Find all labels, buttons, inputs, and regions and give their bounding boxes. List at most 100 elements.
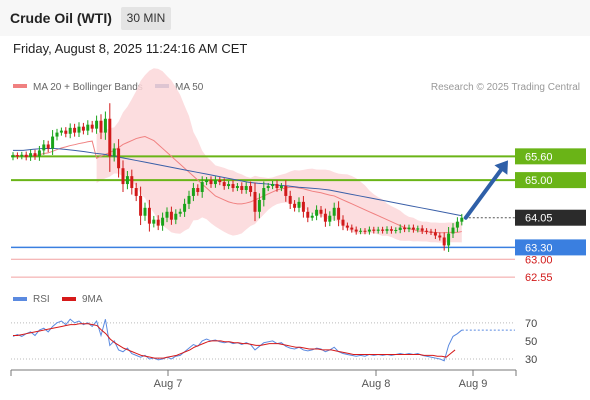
candle bbox=[257, 193, 261, 219]
candle bbox=[187, 190, 191, 209]
candle bbox=[46, 140, 50, 153]
candle bbox=[191, 182, 195, 202]
candle-body bbox=[310, 215, 314, 218]
candle-body bbox=[460, 217, 464, 222]
rsi-panel: 70 50 30 bbox=[11, 318, 537, 366]
candle-body bbox=[152, 219, 156, 224]
candle-body bbox=[178, 211, 182, 214]
candle-body bbox=[112, 148, 116, 157]
candle bbox=[213, 176, 217, 188]
candle-body bbox=[394, 229, 398, 231]
candle-body bbox=[15, 155, 19, 157]
candle bbox=[139, 186, 143, 226]
candle bbox=[389, 226, 393, 234]
candle bbox=[253, 182, 257, 222]
candle-body bbox=[249, 186, 253, 192]
candle bbox=[134, 182, 138, 202]
candle bbox=[196, 184, 200, 196]
level-label-5: 62.55 bbox=[525, 272, 553, 284]
candle-body bbox=[429, 231, 433, 233]
candle-body bbox=[227, 184, 231, 187]
candle-body bbox=[301, 201, 305, 212]
candle bbox=[218, 177, 222, 186]
candle bbox=[284, 180, 288, 202]
price-levels bbox=[11, 155, 515, 278]
candle bbox=[306, 207, 310, 223]
candle-body bbox=[81, 126, 85, 131]
level-label-3: 63.30 bbox=[525, 242, 553, 254]
candle-body bbox=[73, 127, 77, 133]
candle-body bbox=[196, 188, 200, 192]
candle bbox=[297, 197, 301, 213]
candle bbox=[376, 226, 380, 234]
candle-body bbox=[306, 211, 310, 218]
candle bbox=[323, 208, 327, 227]
ma50-line bbox=[13, 147, 462, 217]
candle-body bbox=[354, 229, 358, 232]
candle-body bbox=[323, 213, 327, 222]
candle bbox=[200, 176, 204, 198]
timeframe-badge[interactable]: 30 MIN bbox=[121, 7, 171, 30]
candle-body bbox=[359, 230, 363, 232]
candle-body bbox=[222, 182, 226, 187]
candle-body bbox=[213, 180, 217, 185]
x-tick-label: Aug 7 bbox=[154, 378, 183, 390]
candle bbox=[451, 223, 455, 238]
candle-body bbox=[134, 188, 138, 196]
candle bbox=[266, 182, 270, 192]
candle bbox=[227, 180, 231, 190]
candle bbox=[350, 224, 354, 233]
candle-body bbox=[257, 199, 261, 212]
candle-body bbox=[156, 219, 160, 226]
rsi-ma-legend-swatch bbox=[62, 297, 76, 301]
candle bbox=[121, 160, 125, 192]
candle bbox=[385, 226, 389, 234]
ma20-line bbox=[12, 136, 462, 234]
ma20-legend-label: MA 20 + Bollinger Bands bbox=[33, 82, 143, 93]
candle bbox=[315, 205, 319, 221]
candle-body bbox=[376, 229, 380, 231]
candle bbox=[433, 228, 437, 240]
ma50-legend-label: MA 50 bbox=[175, 82, 204, 93]
candle-body bbox=[174, 213, 178, 220]
candle bbox=[152, 215, 156, 228]
candle-body bbox=[389, 229, 393, 231]
candle bbox=[112, 143, 116, 162]
rsi-ma-line bbox=[13, 323, 456, 359]
candle-body bbox=[51, 136, 55, 149]
level-label-2: 64.05 bbox=[525, 213, 553, 225]
candle bbox=[363, 228, 367, 235]
header-bar: Crude Oil (WTI) 30 MIN bbox=[0, 0, 590, 36]
candle bbox=[411, 224, 415, 233]
candle bbox=[394, 227, 398, 234]
candle-body bbox=[451, 227, 455, 234]
candle bbox=[244, 182, 248, 194]
candle-body bbox=[284, 186, 288, 196]
candle-body bbox=[398, 227, 402, 230]
candle-body bbox=[11, 155, 15, 158]
candle bbox=[24, 151, 28, 161]
candle bbox=[367, 226, 371, 235]
candle bbox=[345, 222, 349, 231]
candle bbox=[11, 152, 15, 161]
candle bbox=[29, 149, 33, 161]
candle bbox=[231, 180, 235, 192]
candle bbox=[81, 122, 85, 135]
moving-averages bbox=[12, 136, 462, 234]
candle bbox=[51, 130, 55, 155]
candle bbox=[95, 115, 99, 134]
candle-body bbox=[297, 201, 301, 208]
candle-body bbox=[95, 120, 99, 129]
instrument-title: Crude Oil (WTI) bbox=[10, 10, 112, 26]
candle-body bbox=[275, 184, 279, 189]
x-axis: Aug 7 Aug 8 Aug 9 bbox=[10, 369, 517, 390]
candle-body bbox=[420, 228, 424, 231]
forecast-arrow-shaft bbox=[463, 168, 503, 220]
candle bbox=[319, 206, 323, 218]
candle-body bbox=[433, 232, 437, 236]
candle-body bbox=[271, 184, 275, 187]
candle bbox=[169, 206, 173, 225]
candle bbox=[147, 199, 151, 232]
candle-body bbox=[117, 148, 121, 169]
